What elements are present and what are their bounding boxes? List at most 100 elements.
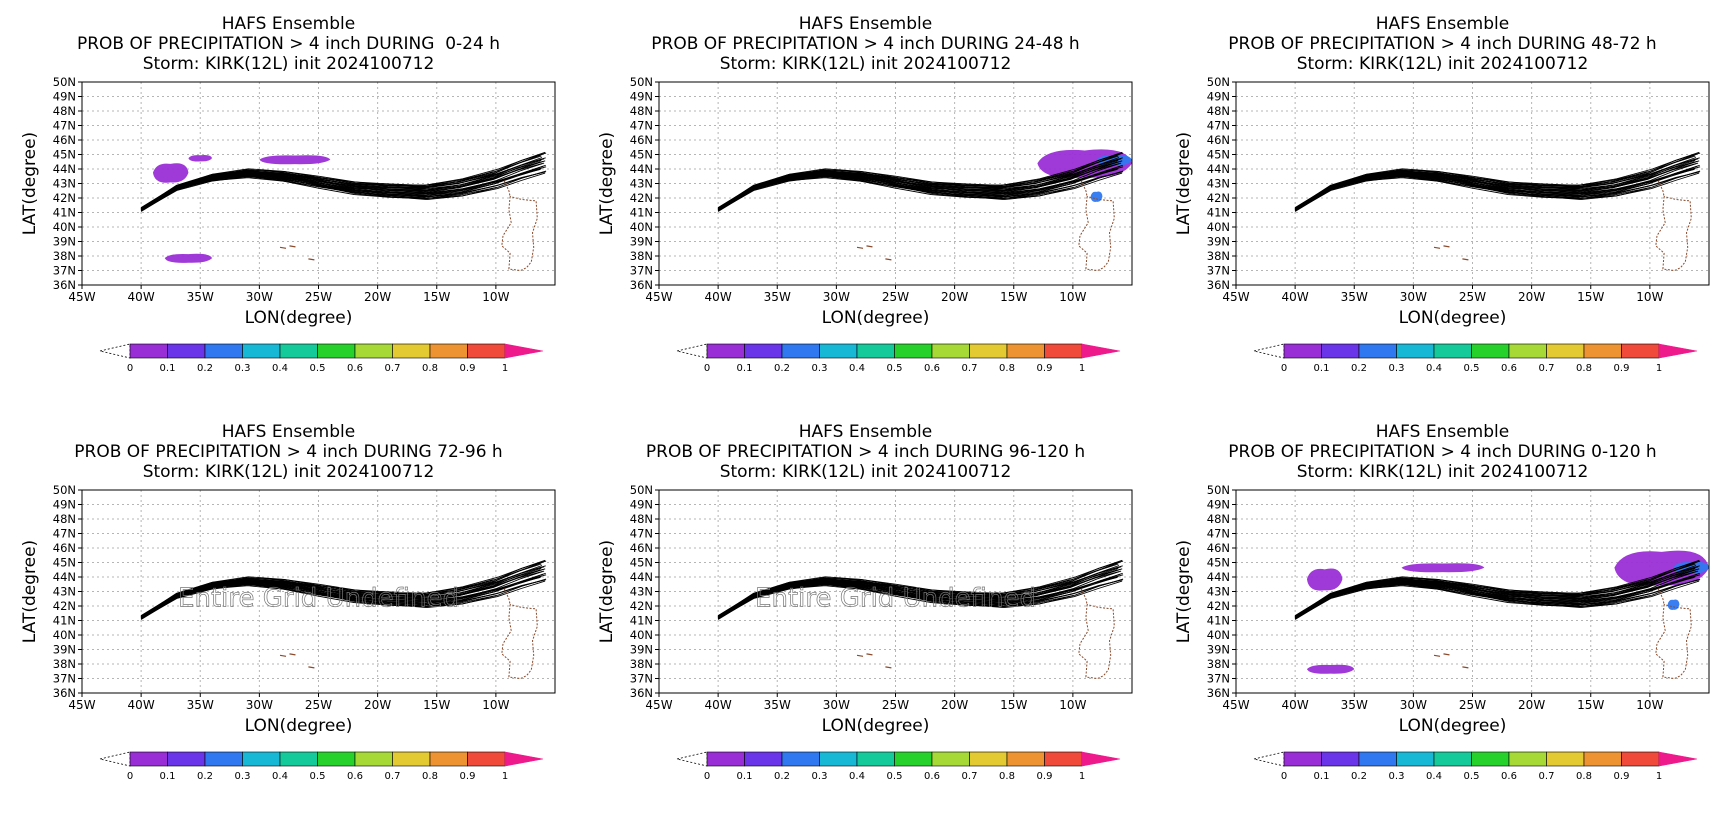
colorbar-swatch — [1006, 343, 1045, 359]
lat-tick-label: 42N — [630, 191, 653, 205]
coastline — [856, 588, 1115, 680]
azores-island — [885, 258, 892, 261]
colorbar-swatch — [279, 343, 318, 359]
lat-tick-label: 40N — [1207, 628, 1230, 642]
spain-coast — [1657, 180, 1665, 197]
lon-tick-label: 10W — [1059, 290, 1086, 304]
lat-tick-label: 38N — [630, 657, 653, 671]
lat-tick-label: 36N — [53, 278, 76, 292]
colorbar-tick-label: 0.6 — [347, 771, 363, 782]
colorbar-swatch — [204, 343, 243, 359]
panel-title: HAFS Ensemble PROB OF PRECIPITATION > 4 i… — [1154, 422, 1731, 482]
panel-title: HAFS Ensemble PROB OF PRECIPITATION > 4 i… — [0, 14, 577, 74]
ensemble-tracks — [717, 151, 1124, 212]
lon-tick-label: 10W — [1636, 698, 1663, 712]
colorbar-tick-label: 0.7 — [1539, 771, 1555, 782]
lon-tick-label: 30W — [246, 290, 273, 304]
lon-tick-label: 20W — [941, 698, 968, 712]
colorbar-swatch — [129, 343, 168, 359]
colorbar-tick-label: 1 — [502, 363, 508, 374]
colorbar: 0 0.1 0.2 0.3 0.4 0.5 0.6 0.7 0.8 0.9 1 — [676, 343, 1121, 374]
y-axis-label: LAT(degree) — [597, 540, 617, 643]
colorbar-tick-label: 0.4 — [849, 771, 865, 782]
iberia-coast — [501, 196, 538, 272]
lat-tick-label: 39N — [1207, 643, 1230, 657]
colorbar-swatch — [969, 343, 1008, 359]
colorbar-swatch — [279, 751, 318, 767]
lon-tick-label: 20W — [364, 698, 391, 712]
colorbar-tick-label: 0.8 — [1576, 771, 1592, 782]
axes: 45W 40W 35W 30W 25W 20W 15W 10W36N37N38N39N40N4… — [53, 483, 510, 712]
lat-tick-label: 39N — [53, 643, 76, 657]
ensemble-track — [717, 560, 1124, 618]
lat-tick-label: 48N — [630, 512, 653, 526]
axes: 45W 40W 35W 30W 25W 20W 15W 10W36N37N38N39N40N4… — [1207, 75, 1664, 304]
colorbar-over-arrow — [1081, 343, 1121, 359]
lon-tick-label: 20W — [1518, 698, 1545, 712]
lat-tick-label: 42N — [1207, 599, 1230, 613]
lat-tick-label: 43N — [630, 177, 653, 191]
lon-tick-label: 25W — [1459, 290, 1486, 304]
axes: 45W 40W 35W 30W 25W 20W 15W 10W36N37N38N39N40N4… — [53, 75, 510, 304]
panel-title: HAFS Ensemble PROB OF PRECIPITATION > 4 i… — [1154, 14, 1731, 74]
colorbar-tick-label: 0.8 — [999, 363, 1015, 374]
precip-patch — [1090, 191, 1103, 202]
lon-tick-label: 40W — [128, 698, 155, 712]
colorbar-swatch — [1358, 751, 1397, 767]
ensemble-track — [1294, 152, 1701, 210]
colorbar-swatch — [819, 751, 858, 767]
lat-tick-label: 38N — [630, 249, 653, 263]
panel-title: HAFS Ensemble PROB OF PRECIPITATION > 4 i… — [0, 422, 577, 482]
colorbar-swatch — [1583, 343, 1622, 359]
colorbar-tick-label: 0 — [1281, 771, 1287, 782]
colorbar-over-arrow — [1081, 751, 1121, 767]
lat-tick-label: 41N — [1207, 614, 1230, 628]
colorbar-swatch — [317, 751, 356, 767]
precip-patch — [164, 253, 213, 263]
lon-tick-label: 45W — [1222, 290, 1249, 304]
precip-patch — [1306, 568, 1343, 591]
azores-island — [856, 654, 864, 657]
ensemble-track — [717, 559, 1123, 618]
lat-tick-label: 43N — [53, 177, 76, 191]
colorbar-swatch — [429, 343, 468, 359]
panel-title-line3: Storm: KIRK(12L) init 2024100712 — [719, 54, 1012, 74]
lat-tick-label: 48N — [1207, 512, 1230, 526]
lat-tick-label: 48N — [53, 512, 76, 526]
axes: 45W 40W 35W 30W 25W 20W 15W 10W36N37N38N39N40N4… — [630, 483, 1087, 712]
azores-island — [1443, 653, 1450, 656]
colorbar-tick-label: 0.8 — [999, 771, 1015, 782]
colorbar-swatch — [392, 343, 431, 359]
lat-tick-label: 44N — [630, 570, 653, 584]
lon-tick-label: 30W — [246, 698, 273, 712]
lon-tick-label: 35W — [187, 290, 214, 304]
colorbar-swatch — [1396, 751, 1435, 767]
lat-tick-label: 41N — [53, 206, 76, 220]
lat-tick-label: 49N — [53, 90, 76, 104]
colorbar-swatch — [1433, 343, 1472, 359]
lat-tick-label: 41N — [53, 614, 76, 628]
lat-tick-label: 50N — [630, 483, 653, 497]
azores-island — [1433, 654, 1441, 657]
lon-tick-label: 30W — [823, 290, 850, 304]
colorbar-tick-label: 0.2 — [197, 363, 213, 374]
colorbar-under-arrow — [99, 343, 131, 359]
colorbar-swatch — [429, 751, 468, 767]
colorbar-tick-label: 0.7 — [385, 363, 401, 374]
lon-tick-label: 10W — [1059, 698, 1086, 712]
colorbar-tick-label: 0.3 — [1389, 363, 1405, 374]
colorbar-tick-label: 0.2 — [1351, 771, 1367, 782]
spain-coast — [1080, 588, 1088, 605]
lon-tick-label: 25W — [882, 290, 909, 304]
lon-tick-label: 35W — [1341, 290, 1368, 304]
precip-patch — [152, 163, 189, 183]
colorbar-tick-label: 0 — [704, 363, 710, 374]
colorbar-tick-label: 0.5 — [1464, 363, 1480, 374]
colorbar-tick-label: 1 — [1079, 363, 1085, 374]
lat-tick-label: 40N — [630, 628, 653, 642]
map-panel: HAFS Ensemble PROB OF PRECIPITATION > 4 i… — [577, 408, 1154, 816]
lat-tick-label: 46N — [1207, 133, 1230, 147]
colorbar-swatch — [744, 751, 783, 767]
colorbar-swatch — [744, 343, 783, 359]
